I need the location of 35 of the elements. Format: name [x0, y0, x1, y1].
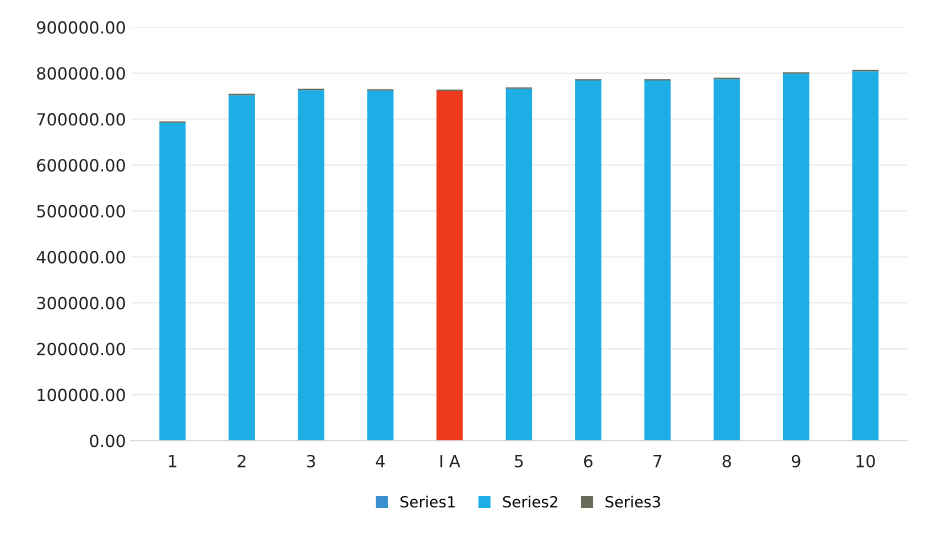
bar — [644, 80, 671, 441]
y-tick-label: 300000.00 — [37, 296, 125, 310]
x-tick-label: 10 — [856, 454, 875, 468]
bar — [436, 91, 463, 441]
x-tick-label: 3 — [307, 454, 316, 468]
x-tick-label: 6 — [584, 454, 592, 468]
x-tick-label: 4 — [376, 455, 385, 468]
bar — [782, 74, 810, 441]
x-tick-label: 8 — [722, 454, 731, 468]
bar — [852, 71, 879, 441]
bar — [575, 80, 602, 441]
x-tick-label: 1 — [169, 455, 176, 468]
y-tick-label: 500000.00 — [37, 204, 125, 218]
y-tick-label: 0.00 — [90, 434, 125, 448]
x-tick-label: 2 — [238, 454, 246, 468]
x-tick-label: 7 — [654, 455, 662, 468]
bar — [298, 90, 324, 441]
y-tick-label: 600000.00 — [37, 158, 125, 172]
x-tick-label: 9 — [792, 454, 800, 468]
x-tick-label: I A — [440, 455, 460, 468]
legend-label: Series2 — [503, 496, 558, 508]
bar — [506, 88, 532, 441]
bar — [714, 79, 740, 441]
bar — [159, 122, 186, 441]
y-tick-label: 200000.00 — [37, 342, 125, 356]
y-tick-label: 900000.00 — [36, 21, 125, 34]
y-tick-label: 100000.00 — [38, 388, 125, 402]
bar — [228, 95, 255, 441]
x-tick-label: 5 — [514, 455, 523, 468]
y-tick-label: 400000.00 — [36, 250, 125, 264]
y-tick-label: 700000.00 — [37, 113, 125, 126]
legend-label: Series1 — [400, 496, 455, 508]
bar — [367, 90, 394, 441]
y-tick-label: 800000.00 — [37, 67, 125, 80]
legend-label: Series3 — [606, 496, 660, 508]
